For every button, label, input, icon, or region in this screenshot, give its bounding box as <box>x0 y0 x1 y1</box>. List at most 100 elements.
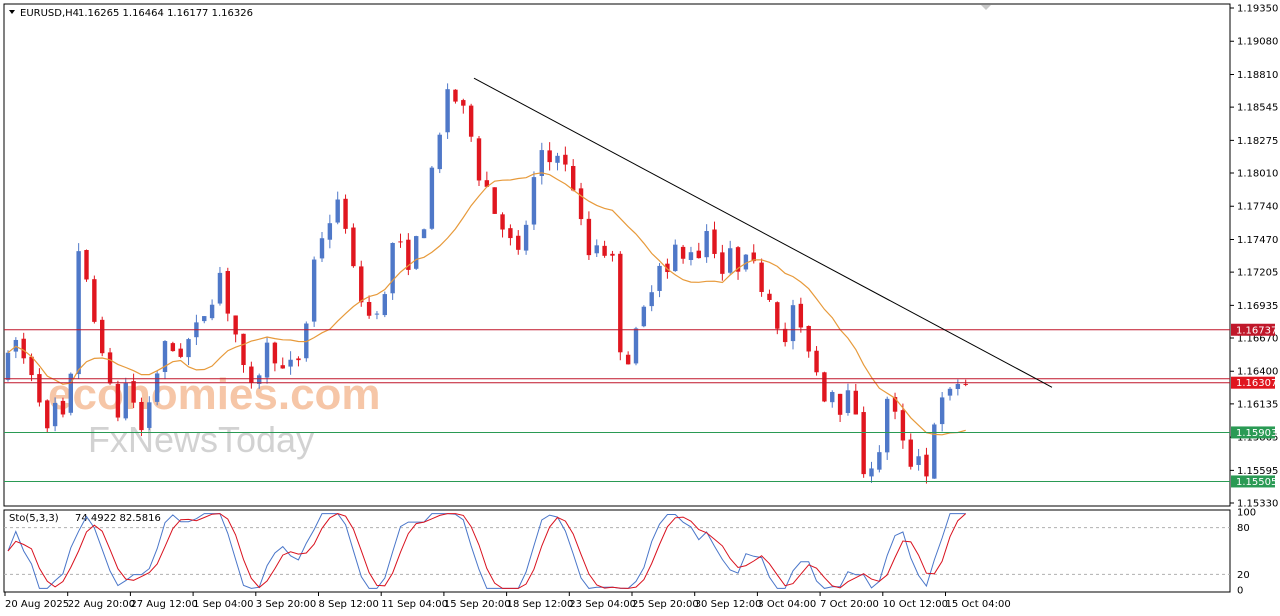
symbol-label: EURUSD,H4 <box>20 8 79 19</box>
bullish-candle <box>869 468 874 477</box>
bearish-candle <box>500 214 505 230</box>
bearish-candle <box>84 250 89 280</box>
time-tick-label: 3 Sep 20:00 <box>256 599 316 610</box>
bearish-candle <box>751 252 756 262</box>
bullish-candle <box>437 134 442 170</box>
price-tick-label: 1.18810 <box>1237 70 1278 81</box>
bearish-candle <box>814 350 819 373</box>
bullish-candle <box>209 304 215 319</box>
bearish-candle <box>131 381 136 403</box>
bearish-candle <box>100 319 105 354</box>
time-tick-label: 22 Aug 20:00 <box>68 599 135 610</box>
bullish-candle <box>932 424 937 479</box>
bearish-candle <box>21 338 26 359</box>
price-tick-label: 1.19350 <box>1237 4 1278 15</box>
watermark-logo: economies.com <box>48 370 381 419</box>
stochastic-values: 74.4922 82.5816 <box>75 513 161 524</box>
support-price-tag-2: 1.15505 <box>1231 475 1277 488</box>
stochastic-level-label: 100 <box>1237 508 1256 519</box>
stochastic-title: Sto(5,3,3) <box>9 513 59 524</box>
bullish-candle <box>877 452 882 470</box>
support-price-tag-1: 1.15903 <box>1231 426 1277 439</box>
time-tick-label: 20 Aug 2025 <box>5 599 69 610</box>
bearish-candle <box>775 302 780 329</box>
bullish-candle <box>5 352 11 380</box>
time-tick-label: 23 Sep 04:00 <box>569 599 636 610</box>
bullish-candle <box>947 388 953 396</box>
bullish-candle <box>845 390 851 413</box>
bearish-candle <box>406 239 411 270</box>
bearish-candle <box>476 138 482 181</box>
bullish-candle <box>52 402 58 427</box>
bullish-candle <box>147 402 152 428</box>
stochastic-panel[interactable] <box>3 509 1231 593</box>
moving-average-line <box>7 172 966 436</box>
bullish-candle <box>688 252 694 260</box>
bearish-candle <box>366 301 372 316</box>
bullish-candle <box>633 328 639 364</box>
bearish-candle <box>484 180 490 187</box>
price-tick-label: 1.17470 <box>1237 235 1278 246</box>
bullish-candle <box>657 265 662 291</box>
bearish-candle <box>398 241 403 243</box>
bullish-candle <box>217 272 223 304</box>
bullish-candle <box>531 177 537 225</box>
time-tick-label: 15 Sep 20:00 <box>444 599 511 610</box>
stochastic-level-label: 80 <box>1237 523 1250 534</box>
bullish-candle <box>641 306 647 327</box>
bullish-candle <box>916 456 921 465</box>
price-tick-label: 1.15595 <box>1237 466 1278 477</box>
price-panel[interactable] <box>3 3 1231 507</box>
bearish-candle <box>618 253 623 353</box>
bearish-candle <box>853 390 858 415</box>
stochastic-signal-line <box>7 513 967 589</box>
support-price-label-1: 1.15903 <box>1236 428 1277 439</box>
bearish-candle <box>586 218 592 256</box>
descending-trendline[interactable] <box>473 77 1053 388</box>
bullish-candle <box>327 223 333 240</box>
price-tick-label: 1.18545 <box>1237 103 1278 114</box>
time-tick-label: 10 Oct 12:00 <box>883 599 948 610</box>
collapse-triangle-icon[interactable] <box>9 10 15 14</box>
bullish-candle <box>939 397 945 425</box>
bearish-candle <box>563 154 568 165</box>
price-tick-label: 1.16135 <box>1237 399 1278 410</box>
bullish-candle <box>162 341 168 373</box>
candlestick-series <box>5 83 968 484</box>
price-tick-label: 1.17205 <box>1237 268 1278 279</box>
scroll-marker-icon[interactable] <box>981 5 991 10</box>
time-tick-label: 3 Oct 04:00 <box>757 599 816 610</box>
bearish-candle <box>296 358 301 361</box>
bullish-candle <box>123 383 128 419</box>
bullish-candle <box>319 238 325 259</box>
bullish-candle <box>594 245 599 254</box>
bearish-candle <box>735 247 741 272</box>
bearish-candle <box>680 246 686 259</box>
bearish-candle <box>508 228 513 239</box>
bearish-candle <box>767 293 772 300</box>
price-tick-label: 1.17740 <box>1237 202 1278 213</box>
time-tick-label: 27 Aug 12:00 <box>130 599 197 610</box>
bearish-candle <box>92 279 97 322</box>
bearish-candle <box>107 352 113 384</box>
bearish-candle <box>225 271 230 314</box>
time-tick-label: 30 Sep 12:00 <box>695 599 762 610</box>
price-tick-label: 1.18010 <box>1237 169 1278 180</box>
bearish-candle <box>272 342 278 364</box>
bullish-candle <box>429 167 435 229</box>
bearish-candle <box>602 245 607 256</box>
bearish-candle <box>696 250 701 259</box>
price-tick-label: 1.16670 <box>1237 334 1278 345</box>
bearish-candle <box>461 100 466 106</box>
bullish-candle <box>955 384 961 389</box>
bullish-candle <box>76 251 81 375</box>
bearish-candle <box>924 454 929 477</box>
price-tick-label: 1.15330 <box>1237 499 1278 510</box>
resistance-price-tag: 1.16737 <box>1231 323 1277 336</box>
bullish-candle <box>555 155 560 163</box>
bearish-candle <box>782 328 788 343</box>
bearish-candle <box>578 188 584 220</box>
bearish-candle <box>351 227 356 267</box>
